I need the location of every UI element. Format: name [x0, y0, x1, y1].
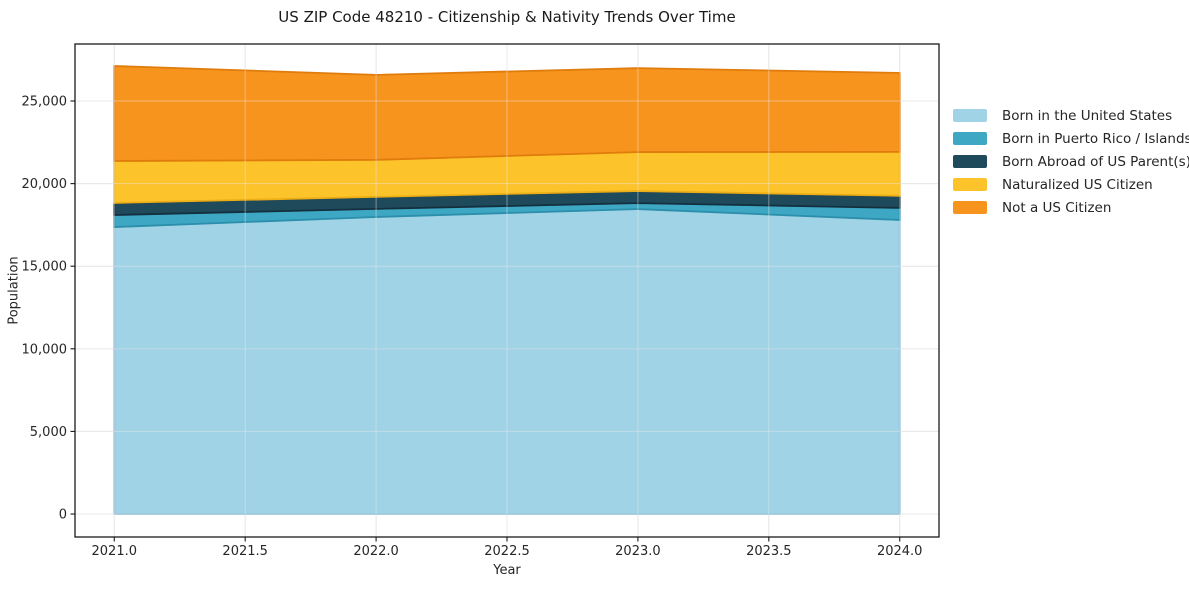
chart-title: US ZIP Code 48210 - Citizenship & Nativi… [278, 8, 736, 26]
y-tick-label: 25,000 [22, 94, 68, 109]
legend-swatch-icon [953, 155, 987, 168]
legend-swatch-icon [953, 178, 987, 191]
legend-swatch-icon [953, 201, 987, 214]
legend-label: Born in Puerto Rico / Islands [1002, 130, 1189, 147]
legend-label: Born Abroad of US Parent(s) [1002, 153, 1189, 170]
x-tick-label: 2021.0 [92, 544, 138, 559]
legend-label: Born in the United States [1002, 107, 1173, 124]
x-tick-label: 2021.5 [222, 544, 268, 559]
legend-item-not-a-us-citizen: Not a US Citizen [953, 196, 1189, 219]
y-tick-label: 5,000 [30, 425, 67, 440]
y-tick-label: 15,000 [22, 260, 68, 275]
x-tick-label: 2022.5 [484, 544, 530, 559]
legend-item-naturalized-us-citizen: Naturalized US Citizen [953, 173, 1189, 196]
legend-item-born-in-puerto-rico-islands: Born in Puerto Rico / Islands [953, 127, 1189, 150]
x-tick-label: 2023.5 [746, 544, 792, 559]
x-axis-label: Year [493, 563, 521, 578]
area-not-a-us-citizen [113, 65, 901, 162]
legend: Born in the United States Born in Puerto … [953, 104, 1189, 219]
y-tick-label: 0 [59, 508, 67, 523]
legend-item-born-in-the-united-states: Born in the United States [953, 104, 1189, 127]
legend-item-born-abroad-of-us-parent-s-: Born Abroad of US Parent(s) [953, 150, 1189, 173]
legend-label: Naturalized US Citizen [1002, 176, 1153, 193]
x-tick-label: 2022.0 [353, 544, 399, 559]
legend-swatch-icon [953, 109, 987, 122]
legend-swatch-icon [953, 132, 987, 145]
y-tick-label: 10,000 [22, 342, 68, 357]
legend-label: Not a US Citizen [1002, 199, 1112, 216]
y-tick-label: 20,000 [22, 177, 68, 192]
x-tick-label: 2023.0 [615, 544, 661, 559]
x-tick-label: 2024.0 [877, 544, 923, 559]
